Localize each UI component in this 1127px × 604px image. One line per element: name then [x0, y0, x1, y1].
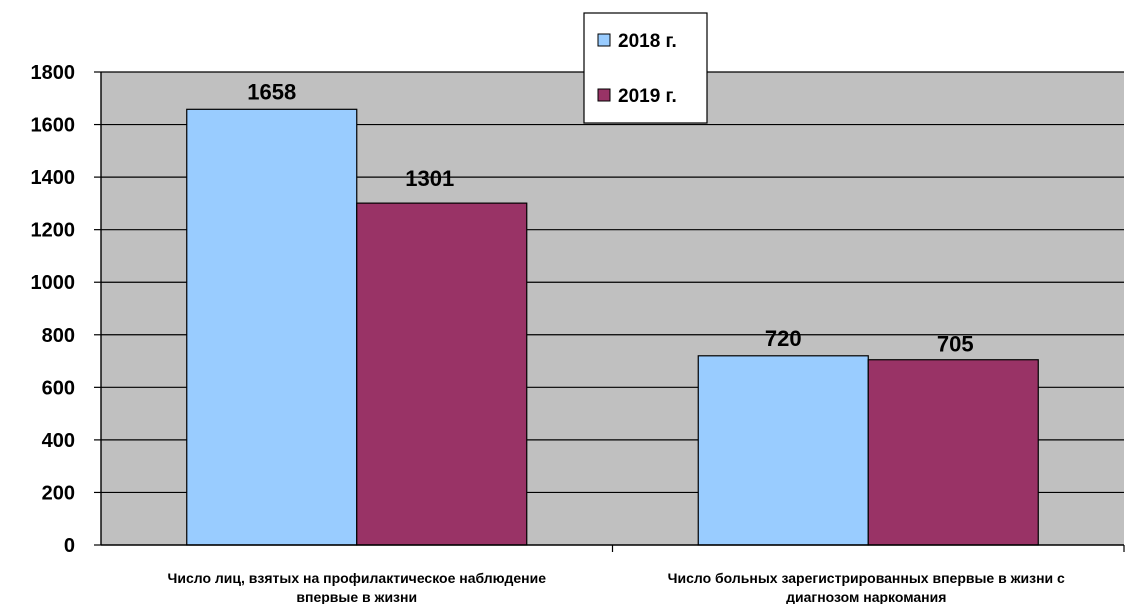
data-label: 705 — [937, 332, 974, 357]
data-label: 720 — [765, 326, 802, 351]
bar — [867, 359, 1039, 546]
legend-swatch — [597, 88, 611, 102]
y-tick-label: 400 — [42, 430, 75, 452]
legend-entry: 2019 г. — [618, 86, 677, 107]
y-tick-label: 1800 — [31, 62, 76, 84]
y-tick-label: 0 — [64, 535, 75, 557]
legend-swatch — [597, 33, 611, 47]
y-tick-labels: 0 200 400 600 800 1000 1200 1400 1600 1800 — [31, 62, 76, 557]
bar — [186, 108, 358, 546]
y-tick-label: 600 — [42, 377, 75, 399]
legend-box — [583, 12, 708, 124]
y-tick-label: 200 — [42, 482, 75, 504]
data-labels: 1658 1301 720 705 — [247, 79, 973, 356]
data-label: 1301 — [405, 166, 454, 191]
category-label: диагнозом наркомания — [786, 589, 946, 604]
bar — [697, 355, 869, 546]
data-label: 1658 — [247, 79, 296, 104]
legend: 2018 г. 2019 г. — [583, 12, 708, 124]
category-label: Число больных зарегистрированных впервые… — [668, 570, 1065, 586]
y-tick-label: 1000 — [31, 272, 76, 294]
bar — [356, 202, 528, 546]
legend-entry: 2018 г. — [618, 31, 677, 52]
bars-group — [186, 108, 1039, 546]
y-tick-label: 800 — [42, 325, 75, 347]
category-label: впервые в жизни — [296, 589, 417, 604]
y-tick-label: 1200 — [31, 220, 76, 242]
y-tick-label: 1600 — [31, 115, 76, 137]
category-labels: Число лиц, взятых на профилактическое на… — [168, 570, 1066, 604]
y-tick-label: 1400 — [31, 167, 76, 189]
category-label: Число лиц, взятых на профилактическое на… — [168, 570, 547, 586]
axes-group — [94, 71, 1125, 552]
